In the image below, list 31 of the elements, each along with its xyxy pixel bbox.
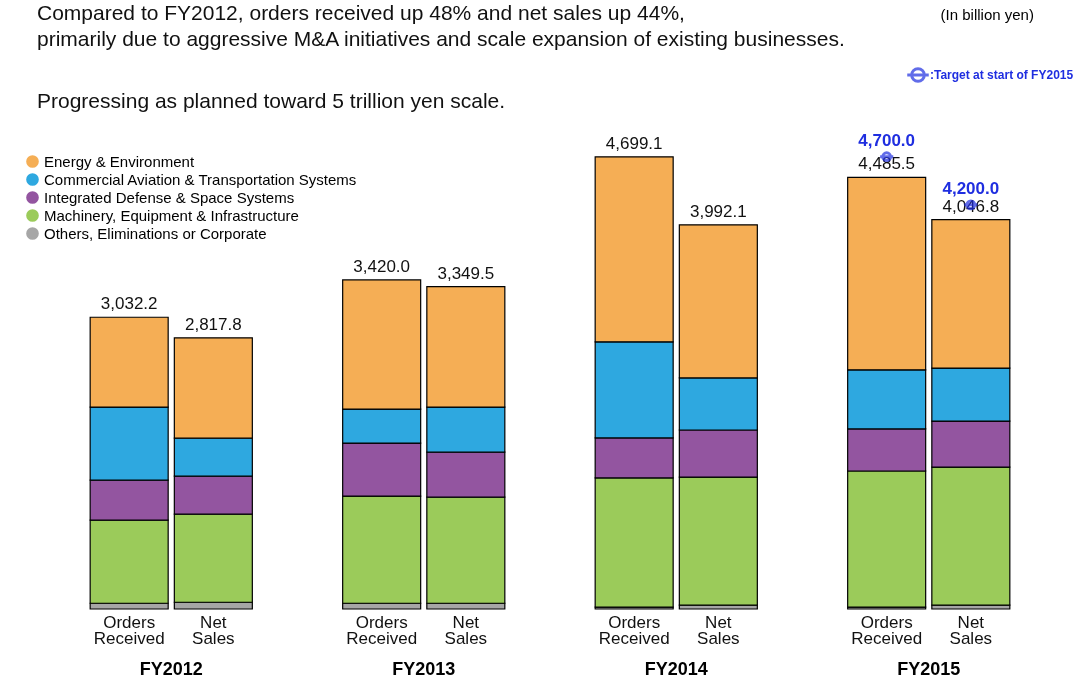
x-tick-label: Net Sales [192,613,235,648]
text: FY2014 [644,659,708,675]
total-label: 3,349.5 [437,263,495,283]
legend-label: :Target at start of FY2015 [930,68,1074,82]
legend-label: Integrated Defense & Space Systems [44,188,295,206]
data-label: 4,700.0 [858,130,916,150]
total-label: 4,699.1 [605,133,663,153]
total-label: 2,817.8 [184,314,242,334]
legend-label: Others, Eliminations or Corporate [44,224,267,242]
legend-label: Energy & Environment [44,152,195,170]
text: FY2012 [139,659,203,675]
total-label: 3,032.2 [100,294,158,314]
text: Compared to FY2012, orders received up 48% and net sales up 44%, primarily due to aggressive M&A initiatives and scale expansion of existing businesses. [37,1,845,50]
x-tick-label: Orders Received [598,613,670,648]
annotation: (In billion yen) [940,6,1034,23]
x-tick-label: Orders Received [93,613,165,648]
data-label: 4,200.0 [942,178,1000,198]
text: FY2013 [392,659,456,675]
x-tick-label: Net Sales [697,613,740,648]
total-label: 4,485.5 [858,154,916,174]
text: Progressing as planned toward 5 trillion yen scale. [37,89,506,112]
x-tick-label: Orders Received [851,613,923,648]
legend-label: Commercial Aviation & Transportation Systems [44,170,357,188]
total-label: 4,046.8 [942,196,1000,216]
text: FY2015 [897,659,961,675]
total-label: 3,420.0 [353,256,411,276]
legend-label: Machinery, Equipment & Infrastructure [44,206,299,224]
x-tick-label: Net Sales [949,613,993,648]
x-tick-label: Orders Received [346,613,418,648]
total-label: 3,992.1 [689,201,747,221]
x-tick-label: Net Sales [444,613,488,648]
